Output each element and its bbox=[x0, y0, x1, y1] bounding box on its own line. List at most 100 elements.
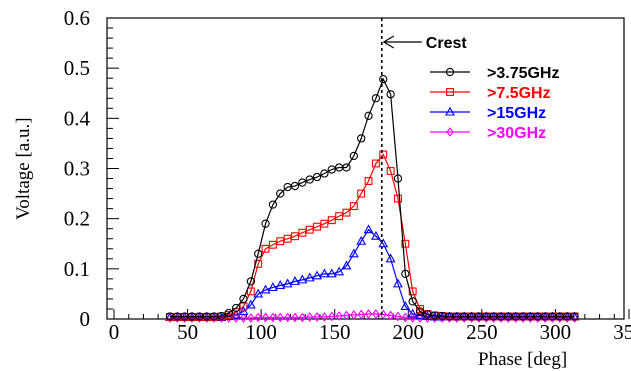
data-point bbox=[306, 312, 314, 322]
legend-marker bbox=[445, 106, 455, 116]
data-point bbox=[276, 312, 284, 323]
data-point bbox=[416, 313, 424, 323]
x-tick-label: 350 bbox=[613, 320, 631, 344]
legend-label: >3.75GHz bbox=[487, 65, 559, 82]
data-point bbox=[319, 268, 330, 278]
y-tick-label: 0.6 bbox=[64, 6, 90, 30]
x-tick-label: 150 bbox=[319, 320, 351, 344]
data-point bbox=[297, 274, 308, 284]
data-point bbox=[416, 305, 425, 313]
data-point bbox=[305, 225, 314, 234]
data-point bbox=[394, 311, 402, 322]
x-tick-label: 200 bbox=[393, 320, 425, 344]
data-point bbox=[312, 270, 322, 280]
data-point bbox=[348, 248, 359, 258]
data-point bbox=[253, 288, 264, 298]
data-point bbox=[239, 313, 248, 323]
data-point bbox=[342, 310, 351, 321]
data-point bbox=[364, 177, 373, 185]
data-point bbox=[305, 175, 314, 184]
y-axis-title: Voltage [a.u.] bbox=[13, 117, 34, 220]
data-point bbox=[400, 301, 411, 311]
data-point bbox=[275, 280, 286, 289]
data-point bbox=[370, 230, 381, 240]
plot-frame bbox=[106, 17, 625, 320]
series-2 bbox=[165, 150, 579, 321]
data-point bbox=[342, 208, 351, 217]
series-3 bbox=[164, 224, 580, 322]
legend: >3.75GHz >7.5GHz >15GHz >30GHz bbox=[430, 65, 559, 142]
data-point bbox=[394, 194, 402, 203]
data-point bbox=[291, 232, 299, 241]
data-point bbox=[276, 189, 285, 198]
data-point bbox=[326, 268, 337, 278]
data-point bbox=[247, 313, 255, 323]
data-point bbox=[276, 237, 285, 246]
y-tick-label: 0.4 bbox=[64, 106, 91, 130]
data-point bbox=[283, 234, 292, 243]
legend-marker bbox=[446, 88, 454, 96]
data-point bbox=[357, 189, 366, 198]
data-point bbox=[386, 90, 395, 99]
data-point bbox=[282, 278, 293, 288]
data-point bbox=[393, 174, 403, 183]
data-point bbox=[364, 111, 373, 120]
data-point bbox=[408, 297, 417, 306]
data-point bbox=[261, 219, 270, 228]
data-point bbox=[386, 310, 395, 321]
data-point bbox=[298, 178, 307, 187]
crest-label: Crest bbox=[426, 35, 468, 52]
data-point bbox=[320, 312, 329, 322]
data-point bbox=[304, 272, 315, 282]
series-1 bbox=[165, 75, 579, 321]
data-point bbox=[378, 238, 389, 248]
legend-label: >7.5GHz bbox=[487, 85, 551, 102]
data-point bbox=[349, 151, 358, 161]
data-point bbox=[393, 278, 403, 288]
data-point bbox=[407, 308, 418, 318]
data-point bbox=[349, 202, 358, 211]
data-point bbox=[350, 310, 358, 320]
data-point bbox=[261, 244, 270, 253]
data-point bbox=[246, 277, 255, 286]
data-point bbox=[320, 169, 329, 178]
data-point bbox=[312, 172, 322, 182]
data-point bbox=[357, 309, 365, 320]
data-point bbox=[320, 219, 329, 228]
data-point bbox=[290, 181, 300, 191]
data-point bbox=[342, 163, 351, 172]
data-point bbox=[386, 167, 395, 175]
data-point bbox=[341, 260, 352, 270]
x-tick-label: 300 bbox=[540, 320, 572, 344]
data-point bbox=[415, 307, 425, 316]
data-point bbox=[254, 312, 262, 323]
data-point bbox=[268, 200, 278, 209]
data-point bbox=[327, 165, 336, 174]
data-point bbox=[290, 276, 300, 285]
data-point bbox=[379, 150, 388, 159]
data-point bbox=[372, 309, 380, 319]
data-point bbox=[313, 312, 321, 322]
legend-label: >30GHz bbox=[487, 125, 546, 142]
data-point bbox=[246, 287, 255, 296]
data-point bbox=[298, 312, 307, 323]
data-point bbox=[254, 259, 263, 268]
crest-arrow-head bbox=[382, 35, 395, 49]
data-point bbox=[335, 311, 343, 321]
data-point bbox=[401, 312, 410, 323]
legend-marker bbox=[446, 127, 454, 137]
y-tick-label: 0.5 bbox=[64, 56, 90, 80]
data-point bbox=[379, 75, 388, 84]
data-point bbox=[268, 240, 277, 249]
data-point bbox=[371, 159, 380, 168]
data-point bbox=[231, 303, 241, 313]
axis-ticks bbox=[107, 17, 630, 320]
y-tick-label: 0.1 bbox=[64, 257, 90, 281]
data-point bbox=[422, 311, 433, 321]
data-point bbox=[254, 249, 263, 258]
data-point bbox=[261, 312, 270, 323]
series-layer bbox=[164, 75, 580, 323]
series-line bbox=[169, 228, 575, 319]
data-point bbox=[408, 287, 417, 296]
